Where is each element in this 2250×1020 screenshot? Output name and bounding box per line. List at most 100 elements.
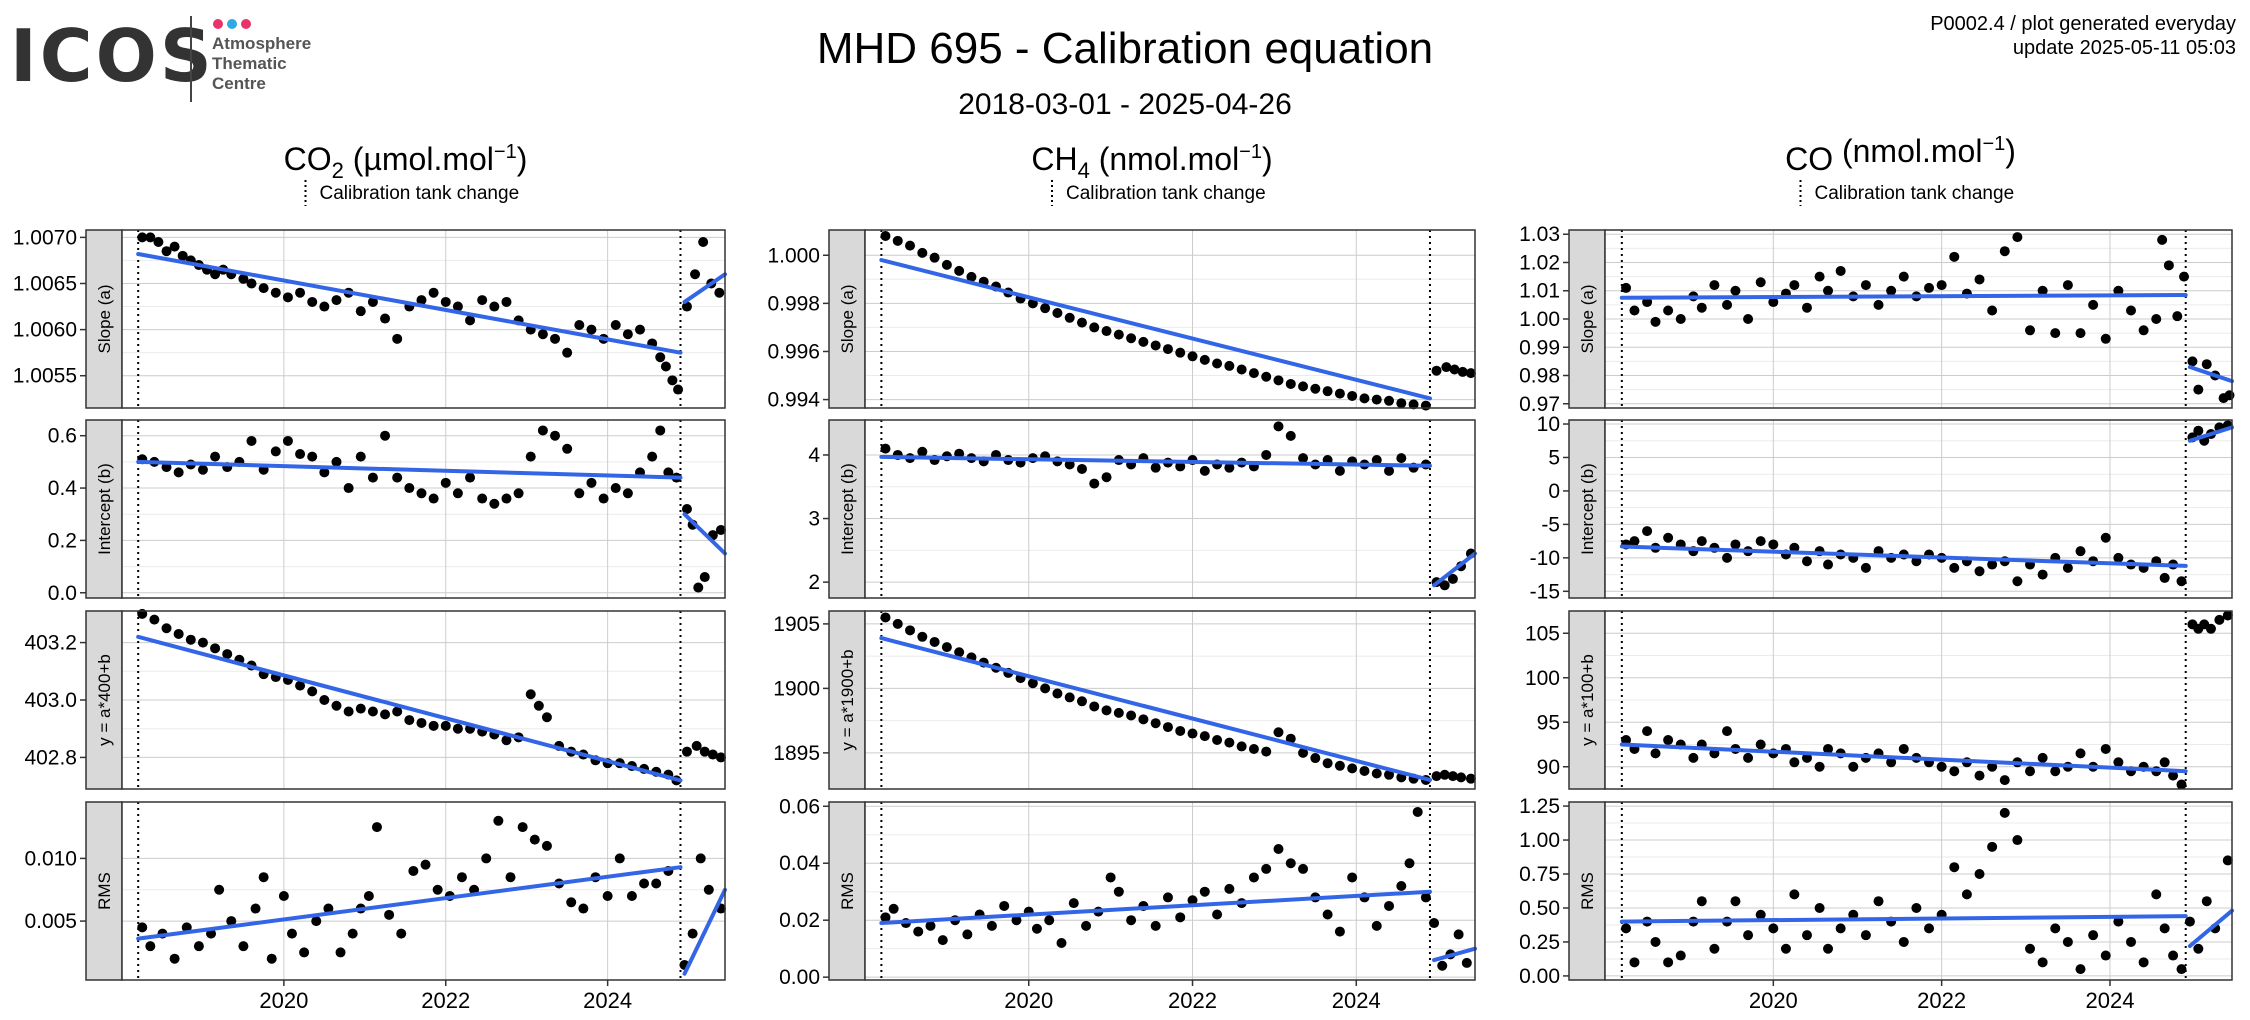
data-point — [282, 292, 293, 303]
data-point — [1052, 688, 1063, 699]
data-point — [197, 637, 208, 648]
data-point — [1199, 731, 1210, 742]
data-point — [1722, 552, 1733, 563]
y-tick-label: -10 — [1530, 547, 1560, 570]
y-tick-label: 1.02 — [1519, 251, 1560, 274]
data-point — [1396, 453, 1407, 464]
data-point — [137, 922, 148, 933]
fit-line — [879, 454, 1432, 468]
data-point — [307, 451, 318, 462]
data-point — [610, 483, 621, 494]
data-point — [210, 269, 221, 280]
chart-column: CO (nmol.mol−1) Calibration tank change Sl… — [1519, 133, 2235, 1013]
chart-panel: Slope (a) 1.0055 1.0060 1.0065 1.0070 — [13, 226, 727, 409]
data-point — [2214, 614, 2225, 625]
data-point — [1696, 302, 1707, 313]
y-tick-label: 0.994 — [767, 389, 820, 412]
data-point — [1347, 390, 1358, 401]
data-point — [355, 703, 366, 714]
data-point — [999, 900, 1010, 911]
data-point — [2075, 964, 2086, 975]
data-point — [465, 472, 476, 483]
data-point — [1768, 923, 1779, 934]
data-point — [367, 296, 378, 307]
data-point — [1924, 282, 1935, 293]
data-point — [578, 903, 589, 914]
data-point — [1873, 299, 1884, 310]
data-point — [452, 723, 463, 734]
data-point — [380, 313, 391, 324]
data-point — [905, 625, 916, 636]
data-point — [177, 250, 188, 261]
data-point — [541, 712, 552, 723]
data-point — [2176, 576, 2187, 587]
data-point — [917, 446, 928, 457]
data-point — [1629, 305, 1640, 316]
data-point — [477, 295, 488, 306]
data-point — [331, 295, 342, 306]
panel-frame — [1604, 801, 2233, 981]
data-point — [1113, 329, 1124, 340]
data-point — [246, 435, 257, 446]
x-tick-label: 2022 — [1917, 988, 1966, 1013]
data-point — [169, 953, 180, 964]
data-point — [1823, 559, 1834, 570]
data-point — [1873, 896, 1884, 907]
chart-panel: y = a*400+b 402.8 403.0 403.2 — [24, 608, 726, 790]
chart-panel: RMS 0.005 0.010 2020 2022 2024 — [24, 801, 727, 1013]
data-point — [2100, 333, 2111, 344]
data-point — [2113, 285, 2124, 296]
data-point — [145, 941, 156, 952]
data-point — [574, 319, 585, 330]
panel-frame — [1604, 610, 2233, 790]
data-point — [307, 686, 318, 697]
data-point — [681, 301, 692, 312]
fit-line — [1619, 292, 2188, 300]
data-point — [2025, 325, 2036, 336]
data-point — [1789, 280, 1800, 291]
data-point — [1999, 807, 2010, 818]
data-point — [1801, 556, 1812, 567]
meta-line: update 2025-05-11 05:03 — [2012, 37, 2236, 59]
data-point — [347, 928, 358, 939]
data-point — [1359, 393, 1370, 404]
y-tick-label: 0.04 — [779, 852, 820, 875]
y-tick-label: 0.00 — [779, 966, 820, 989]
data-point — [1789, 542, 1800, 553]
data-point — [1743, 314, 1754, 324]
data-point — [295, 449, 306, 460]
chart-panel: y = a*100+b 90 95 100 105 — [1525, 610, 2233, 790]
data-point — [2138, 957, 2149, 968]
data-point — [371, 822, 382, 833]
data-point — [667, 375, 678, 386]
data-point — [715, 524, 726, 535]
data-point — [635, 324, 646, 335]
data-point — [1101, 326, 1112, 337]
data-point — [1420, 892, 1431, 903]
data-point — [586, 324, 597, 335]
data-point — [1212, 358, 1223, 369]
data-point — [1384, 769, 1395, 780]
y-tick-label: 0.50 — [1519, 897, 1560, 920]
logo-wordmark: ICOS — [10, 14, 215, 98]
title-part: (µmol.mol — [344, 141, 494, 177]
data-point — [1457, 366, 1468, 377]
x-tick-label: 2024 — [1332, 988, 1381, 1013]
data-point — [541, 840, 552, 851]
data-point — [647, 451, 658, 462]
y-tick-label: 105 — [1525, 622, 1560, 645]
y-tick-label: 403.2 — [24, 632, 77, 655]
data-point — [286, 928, 297, 939]
logo-dot — [241, 19, 251, 29]
data-point — [1224, 360, 1235, 371]
y-tick-label: 95 — [1537, 711, 1560, 734]
data-point — [655, 425, 666, 436]
y-tick-label: 0.00 — [1519, 965, 1560, 988]
data-point — [1898, 936, 1909, 947]
data-point — [1285, 733, 1296, 744]
data-point — [1709, 943, 1720, 954]
data-point — [1621, 735, 1632, 746]
data-point — [687, 928, 698, 939]
data-point — [250, 903, 261, 914]
data-point — [986, 920, 997, 931]
